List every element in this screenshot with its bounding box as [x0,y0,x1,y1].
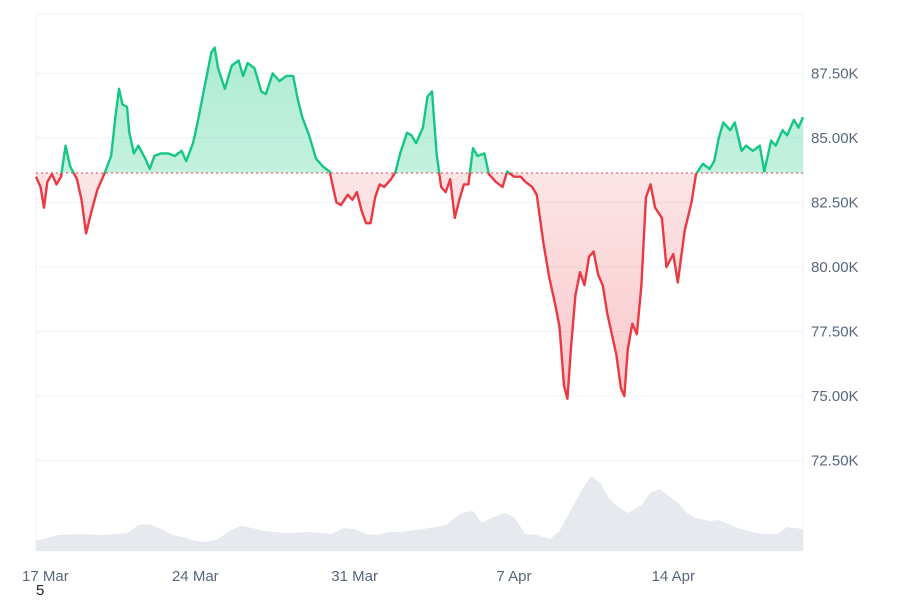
y-axis-ticks: 72.50K 75.00K 77.50K 80.00K 82.50K 85.00K 87.5… [811,65,859,469]
price-line-below [34,173,699,400]
x-tick-label: 31 Mar [331,568,378,585]
x-axis-ticks: 17 Mar 24 Mar 31 Mar 7 Apr 14 Apr [22,568,695,585]
corner-label: 5 [36,582,45,599]
y-tick-label: 80.00K [811,259,859,276]
x-tick-label: 14 Apr [652,568,695,585]
y-tick-label: 77.50K [811,324,859,341]
y-tick-label: 75.00K [811,388,859,405]
price-line-above [51,46,805,174]
volume-area [36,476,803,551]
gridlines [35,13,804,552]
y-tick-label: 87.50K [811,65,859,82]
x-tick-label: 17 Mar [22,568,69,585]
area-fill-above [36,47,803,174]
y-tick-label: 85.00K [811,130,859,147]
price-line [34,46,805,400]
plot-border [35,13,804,552]
area-fill [36,47,803,399]
area-fill-below [36,173,697,399]
y-tick-label: 72.50K [811,453,859,470]
x-tick-label: 7 Apr [496,568,531,585]
y-tick-label: 82.50K [811,194,859,211]
x-tick-label: 24 Mar [172,568,219,585]
